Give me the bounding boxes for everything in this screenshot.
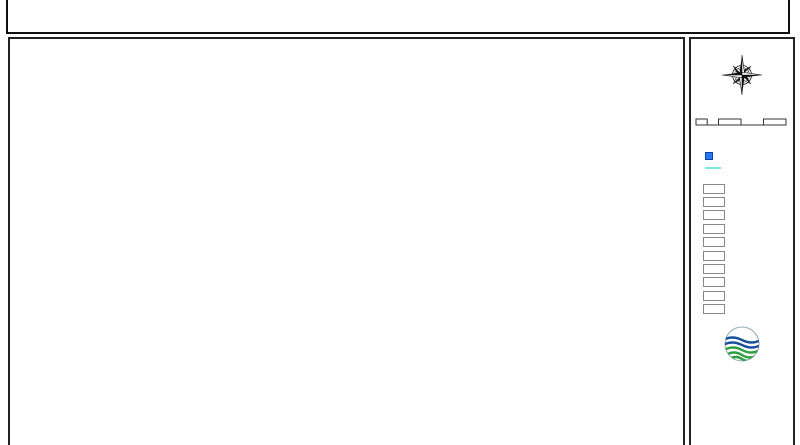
compass-rose (691, 43, 793, 112)
legend-swatch (703, 264, 725, 275)
legend-item (691, 289, 793, 302)
keterangan-capital-row (691, 150, 793, 162)
river-line-icon (705, 167, 721, 169)
legend-swatch (703, 304, 725, 315)
legend-item (691, 262, 793, 275)
panel-title (234, 264, 458, 281)
legend-sidebar (689, 37, 795, 445)
capital-city-icon (705, 152, 713, 160)
keterangan-river-row (691, 162, 793, 174)
scale-bar-icon (695, 118, 787, 126)
bmkg-logo-icon (724, 326, 760, 362)
panel-title (10, 264, 234, 281)
legend-swatch (703, 210, 725, 221)
panel-title (458, 41, 682, 58)
maps-area (8, 37, 685, 445)
scale-ticks (694, 132, 790, 141)
legend-swatch (703, 197, 725, 208)
legend-item (691, 182, 793, 195)
panel-title (10, 41, 234, 58)
map-panel-ch-gt-100 (234, 262, 458, 445)
map-panel-ch-lt-50 (10, 39, 234, 262)
map-panel-ch-gt-50 (10, 262, 234, 445)
legend-item (691, 236, 793, 249)
bmkg-logo-block (691, 323, 793, 372)
legend-item (691, 249, 793, 262)
legend-item (691, 222, 793, 235)
scale-bar (694, 114, 790, 141)
map-panel-ch-gt-150 (458, 262, 682, 445)
legend-swatch (703, 290, 725, 301)
legend-swatch (703, 183, 725, 194)
legend-swatch (703, 237, 725, 248)
sheet-title-box (6, 0, 790, 34)
legend-rows (691, 182, 793, 316)
legend-swatch (703, 223, 725, 234)
legend-item (691, 195, 793, 208)
compass-star (721, 54, 763, 96)
legend-swatch (703, 277, 725, 288)
legend-item (691, 303, 793, 316)
legend-swatch (703, 250, 725, 261)
maps-grid (10, 39, 683, 445)
legend-item (691, 276, 793, 289)
legend-item (691, 209, 793, 222)
map-panel-ch-lt-150 (458, 39, 682, 262)
panel-title (234, 41, 458, 58)
compass-icon (721, 54, 763, 96)
panel-title (458, 264, 682, 281)
map-panel-ch-lt-100 (234, 39, 458, 262)
